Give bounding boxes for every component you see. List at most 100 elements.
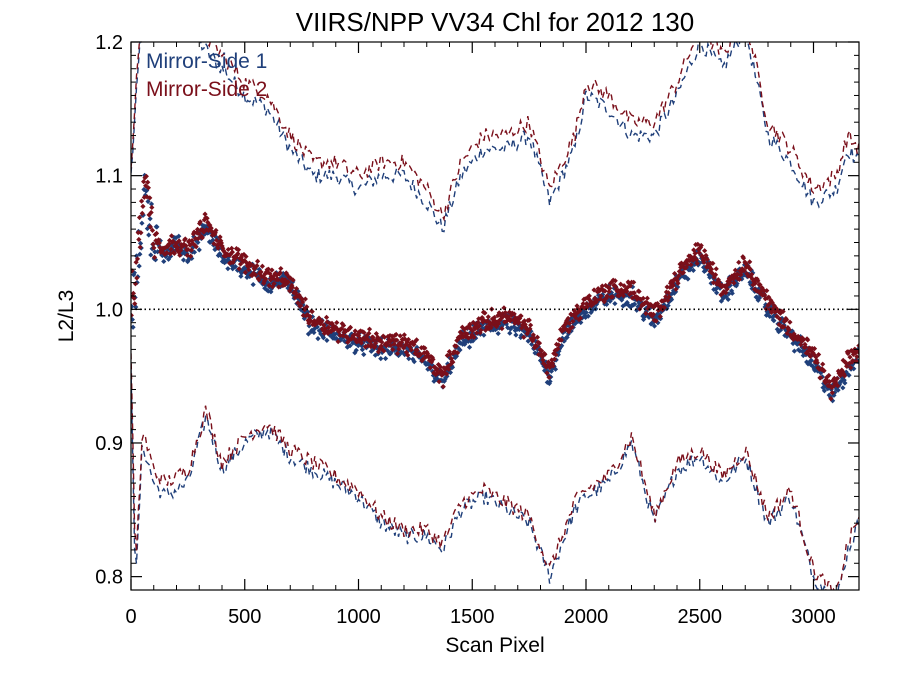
series-2-point [653,318,659,324]
series-2-point [371,337,377,343]
series-1-point [589,307,595,313]
series-2-point [143,173,149,179]
series-1-point [679,265,686,272]
series-1-point [131,316,135,323]
series-2-point [823,377,829,383]
series-2-point [829,390,835,396]
series-2-point [476,316,482,322]
series-2-point [467,326,474,332]
series-2-point [713,266,719,272]
series-1-point [552,366,559,372]
series-1-point [411,358,417,365]
series-1-point [718,298,724,304]
series-2-point [325,324,332,331]
series-1-point [727,282,733,288]
series-1-point [161,258,167,265]
series-2-point [831,383,837,389]
series-2-point [550,363,556,369]
series-2-point [421,350,427,356]
series-2-point [795,333,801,339]
series-2-point [488,325,494,331]
series-2-point [446,348,452,355]
series-2-point [621,283,627,289]
series-2-point [721,289,727,295]
series-2-point [434,366,440,372]
series-1-point [638,299,644,305]
series-2-point [761,288,767,294]
series-1-point [352,350,358,356]
series-1-point [499,322,505,328]
series-2-point [439,372,445,378]
series-2-point [248,261,254,267]
series-2-point [582,296,588,302]
series-2-point [626,280,632,286]
legend-entry-mirror-side-1: Mirror-Side 1 [146,50,267,73]
series-1-point [582,314,589,321]
series-1-point [619,297,625,303]
series-2-point [594,289,601,295]
series-2-point [476,323,483,329]
series-1-point [414,344,420,350]
y-tick-label: 1.2 [95,32,123,54]
series-2-point [137,244,143,250]
series-1-point [585,313,591,319]
series-2-point [744,271,750,277]
series-2-point [603,282,609,289]
series-2-point [148,209,154,216]
series-1-point [607,298,613,304]
series-1-point [763,302,769,308]
series-2-point [588,298,594,304]
series-2-point [388,342,394,349]
series-2-point [636,288,642,295]
series-2-point [692,250,698,256]
series-2-point [372,343,378,350]
series-2-point [757,282,763,288]
series-2-point [672,270,678,277]
series-2-point [379,339,385,345]
series-1-point [762,304,768,310]
series-2-point [276,284,282,290]
series-1-point [695,262,701,268]
series-2-point [684,262,691,268]
series-2-point [302,296,308,302]
series-2-point [250,262,256,269]
series-2-point [287,288,293,294]
series-1-point [528,328,534,334]
series-1-point [842,380,848,386]
series-2-point [848,365,854,371]
series-2-point [170,238,176,244]
series-1-point [466,344,473,350]
series-2-point [246,267,252,273]
series-2-point [439,369,446,375]
series-2-point [252,272,259,278]
series-2-point [594,297,600,304]
series-2-point [780,308,786,315]
series-2-point [427,365,433,371]
series-1-point [131,303,135,310]
series-2-point [394,337,400,343]
series-2-point [139,210,145,217]
series-2-point [792,333,799,339]
series-2-point [401,345,407,351]
series-2-point [789,333,795,339]
series-2-point [727,279,733,286]
series-2-point [663,294,669,300]
y-tick-label: 1.0 [95,299,123,321]
series-1-point [634,307,640,313]
series-2-point [211,241,217,247]
series-2-point [260,274,266,280]
series-2-point [665,290,672,296]
series-2-point [828,385,835,391]
series-2-point [764,288,770,294]
series-2-point [300,299,306,305]
series-2-point [442,370,448,376]
series-2-point [230,259,236,265]
series-2-point [463,333,469,340]
series-2-point [242,269,248,276]
series-2-point [835,383,841,389]
series-1-point [559,335,565,341]
series-2-point [193,244,199,250]
series-1-point [725,296,731,303]
series-2-point [694,260,700,266]
series-1-upper-line [131,42,859,233]
